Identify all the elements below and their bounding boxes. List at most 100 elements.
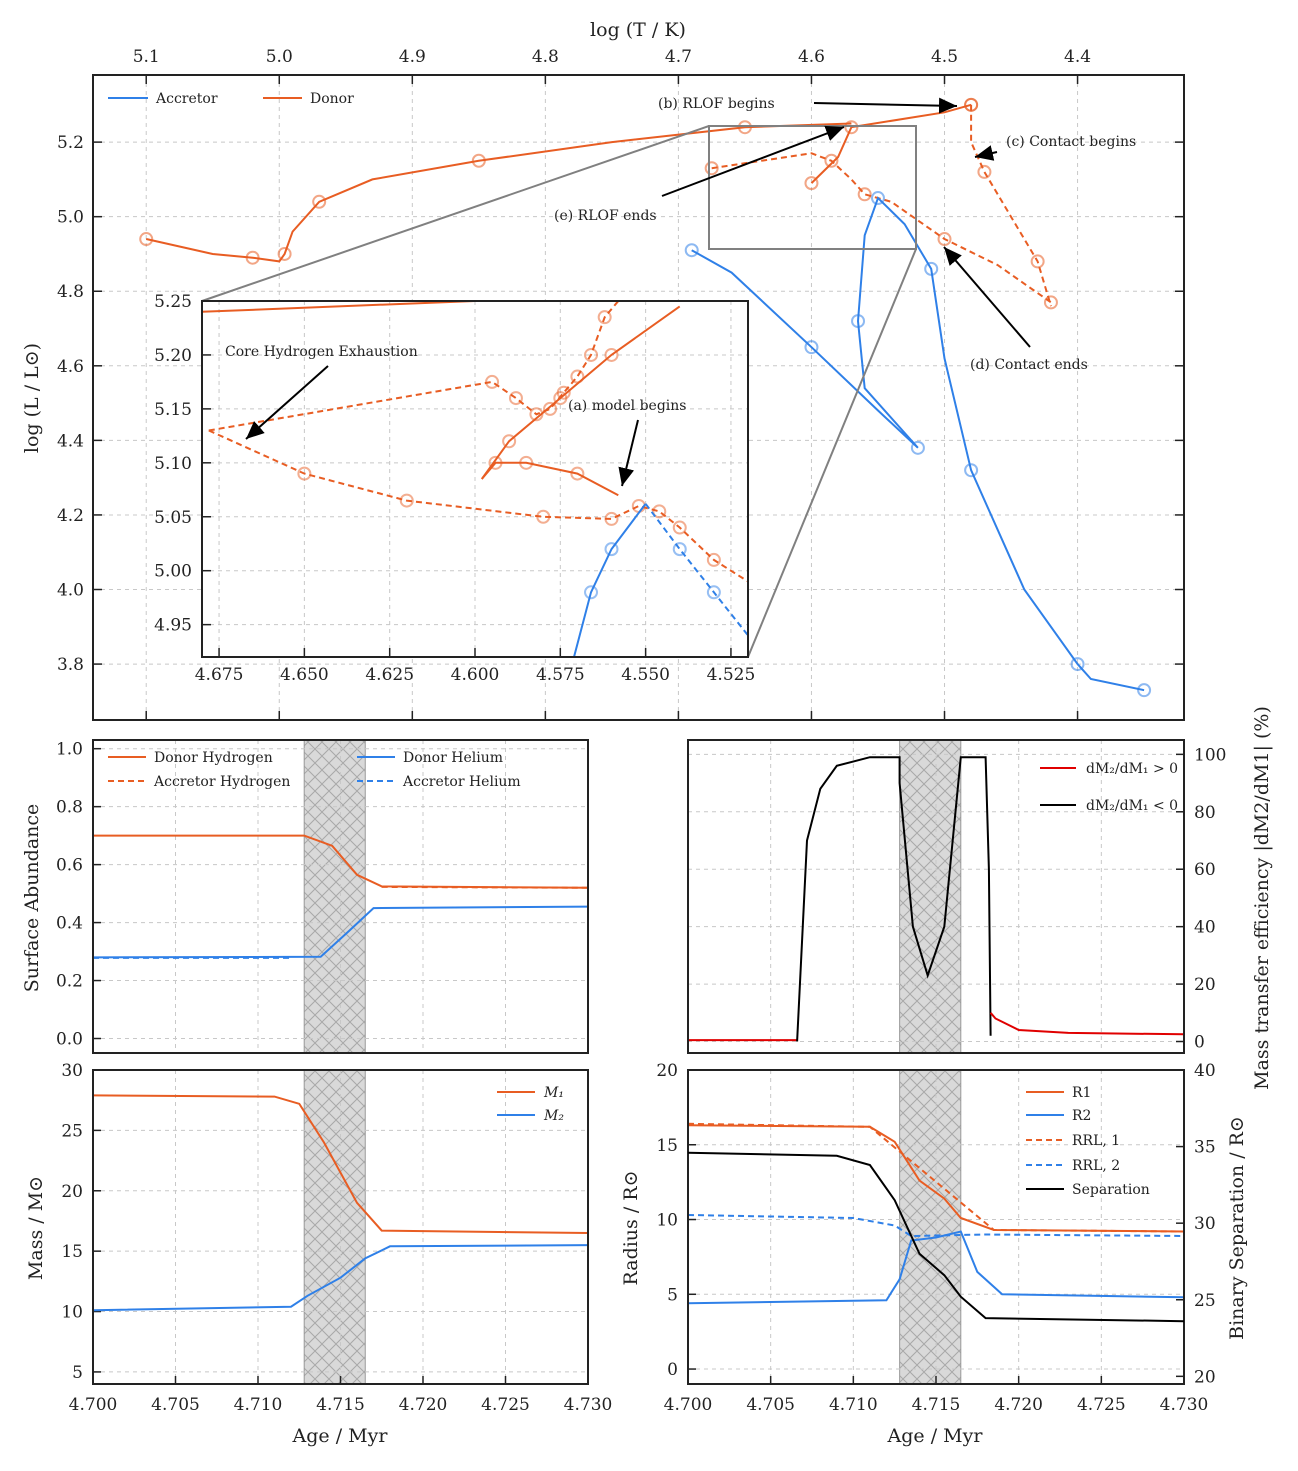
- zoom-connector-right: [747, 248, 917, 658]
- inset-marker: [584, 347, 599, 362]
- hrd-marker: [977, 164, 992, 179]
- hrd-frame: [92, 74, 1185, 721]
- legend-label: Accretor Hydrogen: [153, 774, 290, 790]
- inset-xtick-label: 4.575: [536, 665, 585, 685]
- inset-series-line: [480, 305, 681, 480]
- hrd-marker: [964, 463, 979, 478]
- inset-marker: [519, 455, 534, 470]
- ytick-label: 0.2: [56, 972, 83, 992]
- annotation-e: (e) RLOF ends: [554, 208, 657, 224]
- legend-label: RRL, 2: [1072, 1158, 1120, 1174]
- hrd-marker: [312, 194, 327, 209]
- inset-ytick-label: 5.05: [154, 508, 192, 528]
- ytick-label: 80: [1194, 803, 1216, 823]
- ytick-label: 0.6: [56, 856, 83, 876]
- hrd-xtick-label: 5.0: [266, 47, 293, 67]
- legend-label: M₁: [543, 1085, 564, 1101]
- rrl2-line: [687, 1214, 1185, 1238]
- abundance-ylabel: Surface Abundance: [21, 804, 43, 993]
- legend-label: R1: [1072, 1085, 1091, 1101]
- zoom-box: [708, 125, 917, 250]
- ytick-label: 25: [61, 1121, 83, 1141]
- hrd-series-line: [691, 196, 1145, 692]
- xtick-label: 4.725: [481, 1395, 530, 1415]
- ytick-label: 15: [656, 1136, 678, 1156]
- inset-marker: [502, 434, 517, 449]
- hrd-series-line: [145, 122, 852, 263]
- xtick-label: 4.710: [234, 1395, 283, 1415]
- panel-frame: [92, 739, 589, 1054]
- hrd-marker: [277, 246, 292, 261]
- ytick-label: 20: [656, 1061, 678, 1081]
- ytick-label: 0: [667, 1360, 678, 1380]
- inset-marker: [399, 493, 414, 508]
- separation-line: [687, 1151, 1185, 1323]
- hrd-marker: [471, 153, 486, 168]
- ytick-label: 5: [667, 1285, 678, 1305]
- xtick-label: 4.720: [399, 1395, 448, 1415]
- annotation-c: (c) Contact begins: [1006, 134, 1136, 150]
- legend-label: dM₂/dM₁ > 0: [1086, 761, 1178, 777]
- xtick-label: 4.725: [1077, 1395, 1126, 1415]
- ytick-label: 0.0: [56, 1030, 83, 1050]
- inset-series-line: [208, 429, 749, 583]
- xtick-label: 4.730: [564, 1395, 613, 1415]
- ytick-right-label: 35: [1194, 1138, 1216, 1158]
- legend-label: Separation: [1072, 1182, 1150, 1198]
- inset-ytick-label: 4.95: [154, 616, 192, 636]
- inset-series: [201, 300, 749, 658]
- hrd-xtick-label: 4.7: [665, 47, 692, 67]
- ytick-label: 15: [61, 1242, 83, 1262]
- inset-xtick-label: 4.525: [707, 665, 756, 685]
- hrd-ytick-label: 3.8: [57, 655, 84, 675]
- panel-frame: [687, 739, 1185, 1054]
- hrd-legend: Accretor Donor: [108, 91, 354, 107]
- legend-label: Donor Helium: [403, 750, 503, 766]
- hrd-marker: [870, 191, 885, 206]
- inset-xtick-label: 4.600: [451, 665, 500, 685]
- hrd-panel: 5.1 5.0 4.9 4.8 4.7 4.6 4.5 4.4 3.8 4.0 4.2 4.4 4.6 4…: [21, 19, 1185, 721]
- ytick-right-label: 20: [1194, 1367, 1216, 1387]
- hrd-series-line: [810, 103, 972, 184]
- hrd-marker: [1043, 295, 1058, 310]
- inset-marker: [488, 455, 503, 470]
- annotation-d: (d) Contact ends: [970, 357, 1088, 373]
- ytick-label: 0.4: [56, 914, 83, 934]
- hrd-series: [139, 97, 1152, 698]
- shade-region: [303, 1069, 366, 1385]
- xtick-label: 4.730: [1160, 1395, 1209, 1415]
- hrd-series-line: [711, 152, 1052, 304]
- hrd-marker: [844, 120, 859, 135]
- xtick-label: 4.720: [994, 1395, 1043, 1415]
- inset-xtick-label: 4.675: [195, 665, 244, 685]
- inset-marker: [652, 504, 667, 519]
- radius-ylabel-right: Binary Separation / R⊙: [1226, 1116, 1248, 1340]
- ytick-label: 0: [1194, 1033, 1205, 1053]
- hrd-ytick-label: 5.0: [57, 208, 84, 228]
- efficiency-panel: 0 20 40 60 80 100 dM₂/dM₁ > 0 dM₂/dM₁ < 0: [687, 739, 1226, 1054]
- legend-accretor: Accretor: [155, 91, 218, 107]
- legend-label: R2: [1072, 1108, 1091, 1124]
- hrd-marker: [964, 97, 979, 112]
- hrd-marker: [704, 161, 719, 176]
- inset-marker: [536, 509, 551, 524]
- hrd-marker: [910, 440, 925, 455]
- xtick-label: 4.710: [829, 1395, 878, 1415]
- xtick-label: 4.705: [151, 1395, 200, 1415]
- inset-ytick-label: 5.25: [154, 292, 192, 312]
- accretor-hydrogen-line: [381, 885, 589, 889]
- legend-label: Donor Hydrogen: [154, 750, 273, 766]
- arrow-e: [661, 125, 845, 197]
- inset-ytick-label: 5.00: [154, 562, 192, 582]
- inset-series-line: [208, 300, 620, 432]
- annotation-a: (a) model begins: [568, 398, 687, 414]
- inset-marker: [706, 585, 721, 600]
- hrd-marker: [684, 243, 699, 258]
- xtick-label: 4.705: [746, 1395, 795, 1415]
- hrd-ytick-label: 4.6: [57, 357, 84, 377]
- hrd-xlabel-top: log (T / K): [590, 19, 686, 41]
- inset-marker: [604, 511, 619, 526]
- inset-marker: [553, 391, 568, 406]
- inset-xtick-label: 4.625: [365, 665, 414, 685]
